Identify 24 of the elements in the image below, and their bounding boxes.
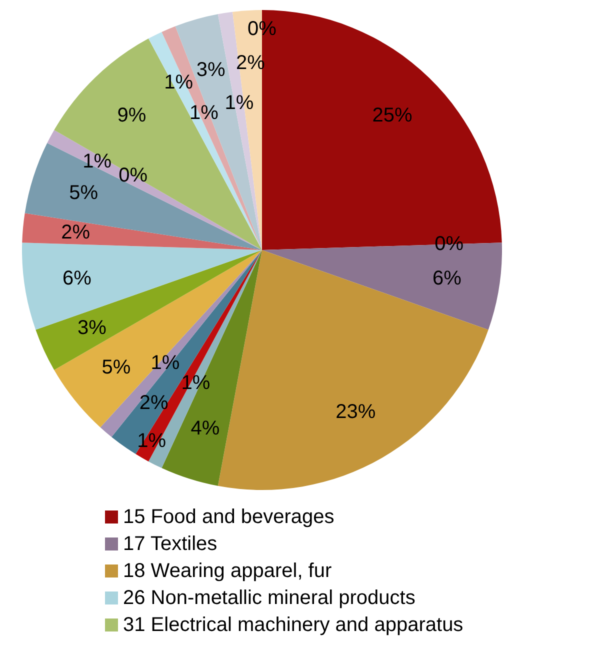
legend-label: 18 Wearing apparel, fur [123,560,332,582]
data-label: 6% [62,268,92,290]
data-label: 5% [102,356,131,378]
data-label: 4% [190,417,220,440]
legend-label: 26 Non-metallic mineral products [123,587,416,609]
data-label: 2% [61,222,90,244]
data-label: 1% [190,102,219,124]
data-label: 6% [432,268,462,290]
data-label: 9% [117,104,146,127]
data-label: 3% [77,317,107,340]
data-label: 25% [372,104,413,127]
legend-label: 17 Textiles [123,533,218,555]
text: 0% [248,18,276,40]
text: 0% [118,164,148,187]
data-label: 1% [164,71,194,94]
data-label: 3% [196,58,226,81]
data-label: 5% [69,182,98,204]
legend-label: 15 Food and beverages [123,506,334,528]
data-label: 2% [139,392,169,414]
data-label: 1% [181,372,210,394]
data-label: 23% [336,401,376,424]
legend-label: 31 Electrical machinery and apparatus [123,614,464,636]
data-label: 1% [82,150,112,172]
data-label: 1% [224,92,254,114]
